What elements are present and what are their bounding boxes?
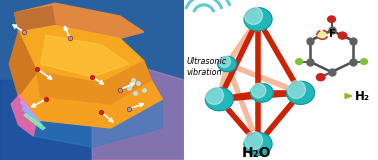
Bar [0,80,92,160]
Circle shape [218,56,236,72]
Polygon shape [19,72,162,128]
Circle shape [338,32,347,39]
Polygon shape [9,32,37,96]
Polygon shape [345,94,352,98]
Polygon shape [11,96,37,136]
Circle shape [244,132,272,156]
Circle shape [361,59,367,64]
Text: Ultrasonic
vibration: Ultrasonic vibration [186,57,226,77]
Polygon shape [19,94,37,120]
Circle shape [328,16,335,22]
Polygon shape [40,35,129,77]
Polygon shape [15,6,55,32]
Circle shape [317,30,328,39]
Circle shape [287,81,314,104]
Polygon shape [37,61,151,104]
Circle shape [251,84,273,102]
Text: H₂: H₂ [355,89,370,103]
Polygon shape [92,64,184,160]
Circle shape [244,8,272,31]
Polygon shape [22,107,42,126]
Circle shape [296,59,303,64]
Polygon shape [20,101,40,123]
Circle shape [316,74,325,81]
Polygon shape [19,26,144,83]
Text: F: F [329,29,336,39]
Circle shape [205,88,233,111]
Polygon shape [24,114,45,130]
Polygon shape [15,3,144,38]
Text: H₂O: H₂O [241,146,271,160]
Polygon shape [33,99,162,147]
